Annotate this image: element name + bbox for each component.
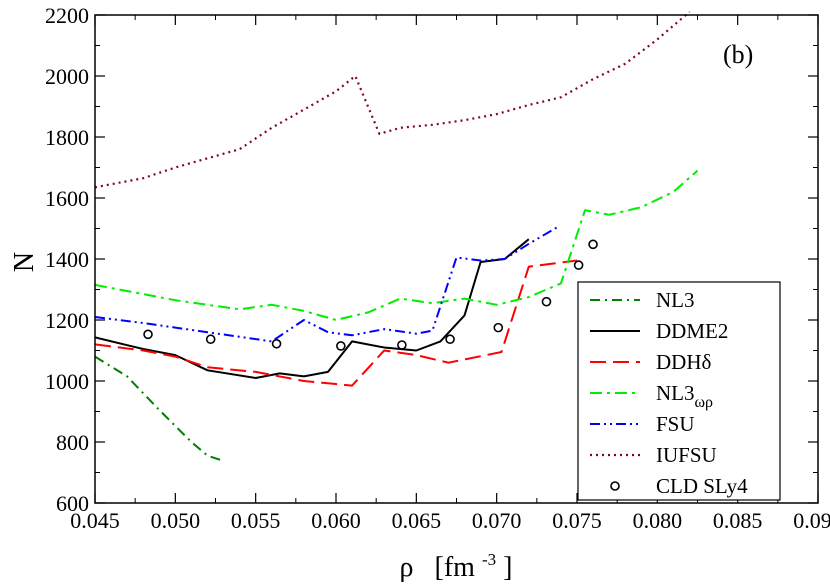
series-lines: [94, 11, 699, 462]
legend-swatch: [610, 481, 620, 491]
cld-marker: [271, 338, 282, 349]
series-line-ddme2: [94, 238, 530, 379]
y-tick-label: 1600: [45, 186, 89, 211]
cld-marker: [588, 239, 598, 250]
x-axis-symbol: ρ: [400, 552, 414, 583]
legend-label: DDME2: [656, 319, 728, 343]
series-line-fsu: [94, 226, 559, 343]
cld-marker: [445, 334, 455, 345]
y-tick-label: 1400: [45, 247, 89, 272]
x-tick-label: 0.050: [151, 508, 201, 533]
cld-marker: [143, 329, 153, 340]
x-axis-unit-open: [fm: [435, 552, 476, 583]
y-tick-label: 2000: [45, 64, 89, 89]
y-tick-label: 1000: [45, 369, 89, 394]
x-tick-label: 0.085: [713, 508, 763, 533]
x-tick-label: 0.090: [793, 508, 830, 533]
panel-label: (b): [723, 40, 753, 69]
legend-label: CLD SLy4: [656, 474, 748, 498]
legend-label: NL3ωρ: [656, 381, 713, 411]
series-line-nl3-: [94, 169, 699, 321]
legend-box: [577, 281, 781, 501]
x-tick-label: 0.070: [472, 508, 522, 533]
x-tick-label: 0.075: [552, 508, 602, 533]
x-tick-label: 0.065: [392, 508, 442, 533]
legend-label: NL3: [656, 288, 695, 312]
x-ticks: 0.045 0.050 0.055 0.060 0.065 0.070 0.075 0.080…: [70, 15, 830, 533]
cld-marker: [397, 340, 407, 350]
cld-markers: [143, 239, 598, 351]
x-axis-label: ρ [fm -3 ]: [400, 541, 513, 583]
x-tick-label: 0.060: [311, 508, 361, 533]
y-tick-label: 800: [56, 430, 89, 455]
cld-marker: [336, 341, 346, 351]
y-tick-label: 2200: [45, 3, 89, 28]
y-tick-label: 1200: [45, 308, 89, 333]
cld-marker: [493, 322, 504, 333]
legend-label: FSU: [656, 412, 695, 436]
legend-label: DDHδ: [656, 350, 711, 374]
cld-marker: [573, 260, 584, 270]
series-line-ddh-: [94, 259, 578, 387]
y-tick-label: 1800: [45, 125, 89, 150]
x-tick-label: 0.055: [231, 508, 281, 533]
series-line-nl3: [94, 355, 224, 462]
y-ticks: 600 800 1000 1200 1400 1600 1800 2000 2200: [45, 3, 818, 516]
cld-marker: [541, 296, 552, 307]
legend-label: IUFSU: [656, 443, 717, 467]
cld-marker: [205, 334, 216, 345]
series-line-iufsu: [94, 11, 691, 189]
x-axis-unit-close: ]: [503, 552, 512, 583]
x-tick-label: 0.080: [633, 508, 683, 533]
x-axis-unit-exponent: -3: [482, 550, 496, 569]
y-tick-label: 600: [56, 491, 89, 516]
x-tick-label: 0.045: [70, 508, 120, 533]
y-axis-label: N: [9, 252, 40, 272]
